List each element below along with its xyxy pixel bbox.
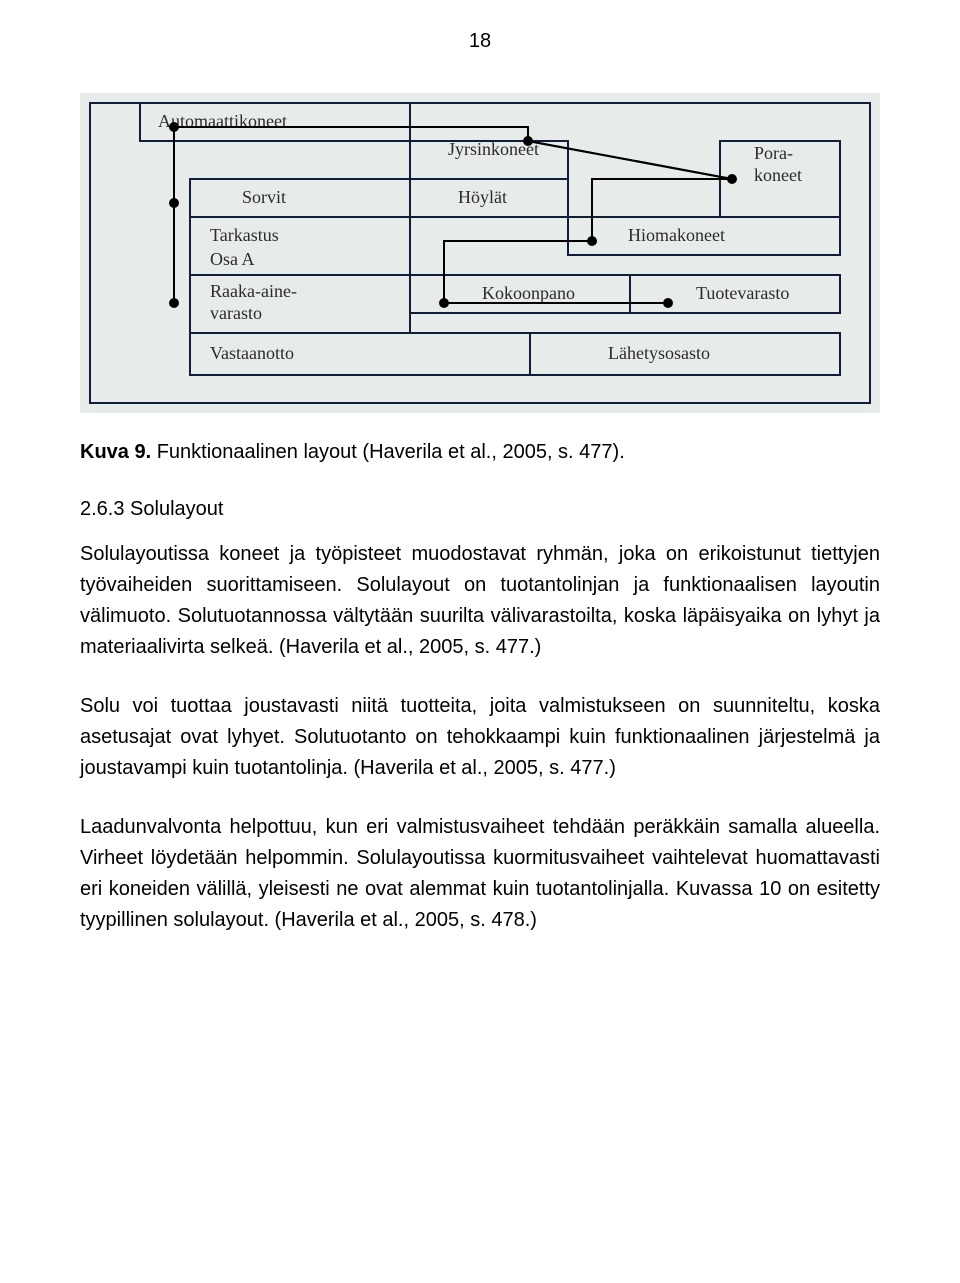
paragraph-3: Laadunvalvonta helpottuu, kun eri valmis… — [80, 812, 880, 936]
figure-caption: Kuva 9. Funktionaalinen layout (Haverila… — [80, 441, 880, 464]
caption-label: Kuva 9. — [80, 441, 151, 463]
caption-text: Funktionaalinen layout (Haverila et al.,… — [151, 441, 625, 463]
diagram-svg: AutomaattikoneetJyrsinkoneetPora-koneetS… — [80, 93, 880, 413]
paragraph-2: Solu voi tuottaa joustavasti niitä tuott… — [80, 691, 880, 784]
svg-text:Kokoonpano: Kokoonpano — [482, 283, 575, 303]
svg-text:Hiomakoneet: Hiomakoneet — [628, 225, 725, 245]
svg-text:Tarkastus: Tarkastus — [210, 225, 279, 245]
section-heading: 2.6.3 Solulayout — [80, 498, 880, 521]
svg-text:koneet: koneet — [754, 165, 802, 185]
svg-text:Osa A: Osa A — [210, 249, 255, 269]
layout-diagram: AutomaattikoneetJyrsinkoneetPora-koneetS… — [80, 93, 880, 413]
svg-text:Sorvit: Sorvit — [242, 187, 286, 207]
page-number: 18 — [80, 30, 880, 53]
document-page: 18 AutomaattikoneetJyrsinkoneetPora-kone… — [0, 0, 960, 1024]
svg-text:Höylät: Höylät — [458, 187, 507, 207]
svg-text:varasto: varasto — [210, 303, 262, 323]
svg-text:Lähetysosasto: Lähetysosasto — [608, 343, 710, 363]
svg-text:Pora-: Pora- — [754, 143, 793, 163]
svg-text:Tuotevarasto: Tuotevarasto — [696, 283, 789, 303]
paragraph-1: Solulayoutissa koneet ja työpisteet muod… — [80, 539, 880, 663]
svg-text:Raaka-aine-: Raaka-aine- — [210, 281, 297, 301]
svg-text:Vastaanotto: Vastaanotto — [210, 343, 294, 363]
